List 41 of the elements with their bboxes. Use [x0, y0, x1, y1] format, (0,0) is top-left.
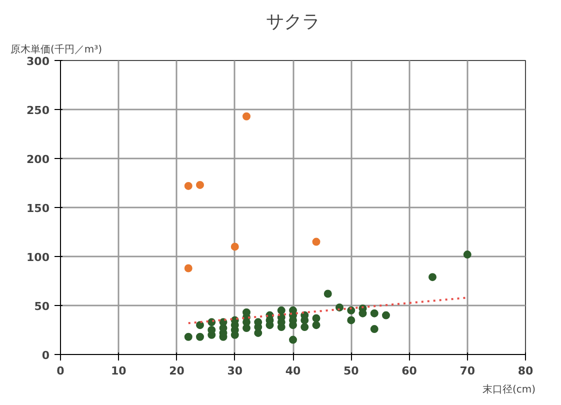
y-tick-label: 100 — [26, 251, 50, 264]
point — [370, 309, 378, 318]
y-tick-label: 50 — [34, 300, 50, 313]
point — [312, 314, 320, 322]
point — [242, 112, 250, 120]
x-tick-label: 50 — [343, 364, 360, 378]
point — [208, 326, 216, 334]
x-tick-label: 10 — [110, 364, 127, 378]
x-tick-label: 60 — [402, 364, 418, 378]
point — [196, 180, 204, 189]
point — [312, 238, 320, 246]
y-tick-label: 250 — [26, 104, 50, 117]
x-axis-title: 末口径(cm) — [482, 384, 536, 396]
point — [184, 182, 192, 190]
point — [370, 325, 378, 334]
point — [300, 323, 309, 332]
point — [428, 273, 436, 282]
point — [277, 306, 286, 314]
point — [324, 290, 332, 298]
point — [196, 332, 204, 341]
x-tick-label: 80 — [518, 364, 534, 378]
point — [312, 321, 320, 330]
x-tick-label: 30 — [227, 364, 243, 378]
y-tick-label: 200 — [26, 153, 50, 166]
point — [382, 311, 390, 320]
point — [230, 242, 239, 251]
y-tick-label: 300 — [26, 55, 50, 68]
y-axis-title: 原木単価(千円／m³) — [10, 44, 102, 56]
point — [347, 316, 356, 324]
point — [289, 336, 297, 344]
y-tick-label: 0 — [42, 349, 50, 362]
x-tick-label: 0 — [56, 364, 65, 378]
point — [463, 250, 472, 259]
point — [196, 321, 204, 330]
x-tick-label: 70 — [460, 364, 476, 378]
y-tick-label: 150 — [26, 202, 50, 215]
chart-title: サクラ — [266, 12, 320, 32]
x-tick-label: 20 — [169, 364, 185, 378]
point — [184, 264, 192, 272]
point — [184, 332, 192, 341]
x-tick-label: 40 — [285, 364, 301, 378]
